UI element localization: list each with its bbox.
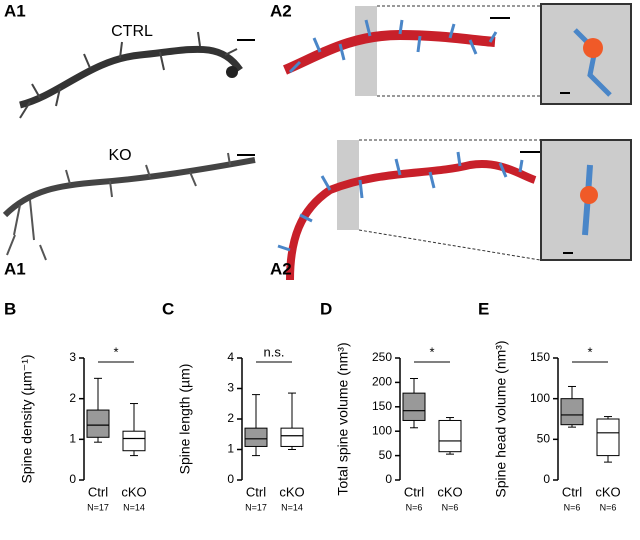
box (280, 427, 304, 447)
y-tick-label: 100 (372, 423, 392, 437)
y-tick-label: 0 (385, 472, 392, 486)
x-tick-label: cKO (595, 484, 620, 499)
y-tick-label: 150 (372, 399, 392, 413)
box (402, 392, 426, 421)
micrograph-ctrl (19, 31, 243, 119)
condition-label: KO (108, 147, 131, 164)
y-tick-label: 0 (69, 472, 76, 486)
sample-size: N=6 (564, 502, 581, 512)
condition-label: CTRL (111, 23, 153, 40)
y-axis-label: Spine density (µm⁻¹) (19, 354, 35, 483)
y-axis-label: Total spine volume (nm³) (335, 342, 351, 495)
sample-size: N=14 (123, 502, 145, 512)
x-tick-label: Ctrl (562, 484, 582, 499)
y-tick-label: 3 (69, 350, 76, 364)
y-tick-label: 100 (530, 391, 550, 405)
panel-label: A2 (270, 1, 292, 20)
sample-size: N=6 (442, 502, 459, 512)
dendrite (283, 29, 496, 75)
y-tick-label: 250 (372, 350, 392, 364)
box (438, 419, 462, 453)
panel-label: A2 (270, 259, 292, 278)
x-tick-label: Ctrl (246, 484, 266, 499)
panel-label: C (162, 299, 174, 318)
x-tick-label: cKO (279, 484, 304, 499)
y-tick-label: 2 (227, 411, 234, 425)
y-axis-label: Spine head volume (nm³) (493, 340, 509, 497)
highlight (355, 6, 377, 96)
sample-size: N=14 (281, 502, 303, 512)
panel-label: E (478, 299, 489, 318)
panel-label: A1 (4, 259, 26, 278)
x-tick-label: Ctrl (404, 484, 424, 499)
panel-label: B (4, 299, 16, 318)
x-tick-label: cKO (437, 484, 462, 499)
box (596, 418, 620, 457)
box (122, 430, 146, 452)
significance-label: n.s. (264, 344, 285, 359)
x-tick-label: cKO (121, 484, 146, 499)
y-tick-label: 1 (227, 442, 234, 456)
y-tick-label: 0 (543, 472, 550, 486)
sample-size: N=6 (406, 502, 423, 512)
inset (540, 3, 632, 105)
significance-label: * (113, 344, 118, 359)
y-tick-label: 0 (227, 472, 234, 486)
sample-size: N=17 (245, 502, 267, 512)
panel-label: A1 (4, 1, 26, 20)
significance-label: * (429, 344, 434, 359)
y-tick-label: 4 (227, 350, 234, 364)
y-tick-label: 2 (69, 391, 76, 405)
sample-size: N=6 (600, 502, 617, 512)
box (244, 427, 268, 447)
y-tick-label: 50 (537, 432, 551, 446)
significance-label: * (587, 344, 592, 359)
y-tick-label: 50 (379, 448, 393, 462)
micrograph-ko (2, 152, 256, 261)
box (560, 398, 584, 426)
panel-label: D (320, 299, 332, 318)
y-axis-label: Spine length (µm) (177, 364, 193, 475)
y-tick-label: 200 (372, 375, 392, 389)
y-tick-label: 1 (69, 432, 76, 446)
x-tick-label: Ctrl (88, 484, 108, 499)
sample-size: N=17 (87, 502, 109, 512)
y-tick-label: 150 (530, 350, 550, 364)
y-tick-label: 3 (227, 381, 234, 395)
box (86, 409, 110, 438)
